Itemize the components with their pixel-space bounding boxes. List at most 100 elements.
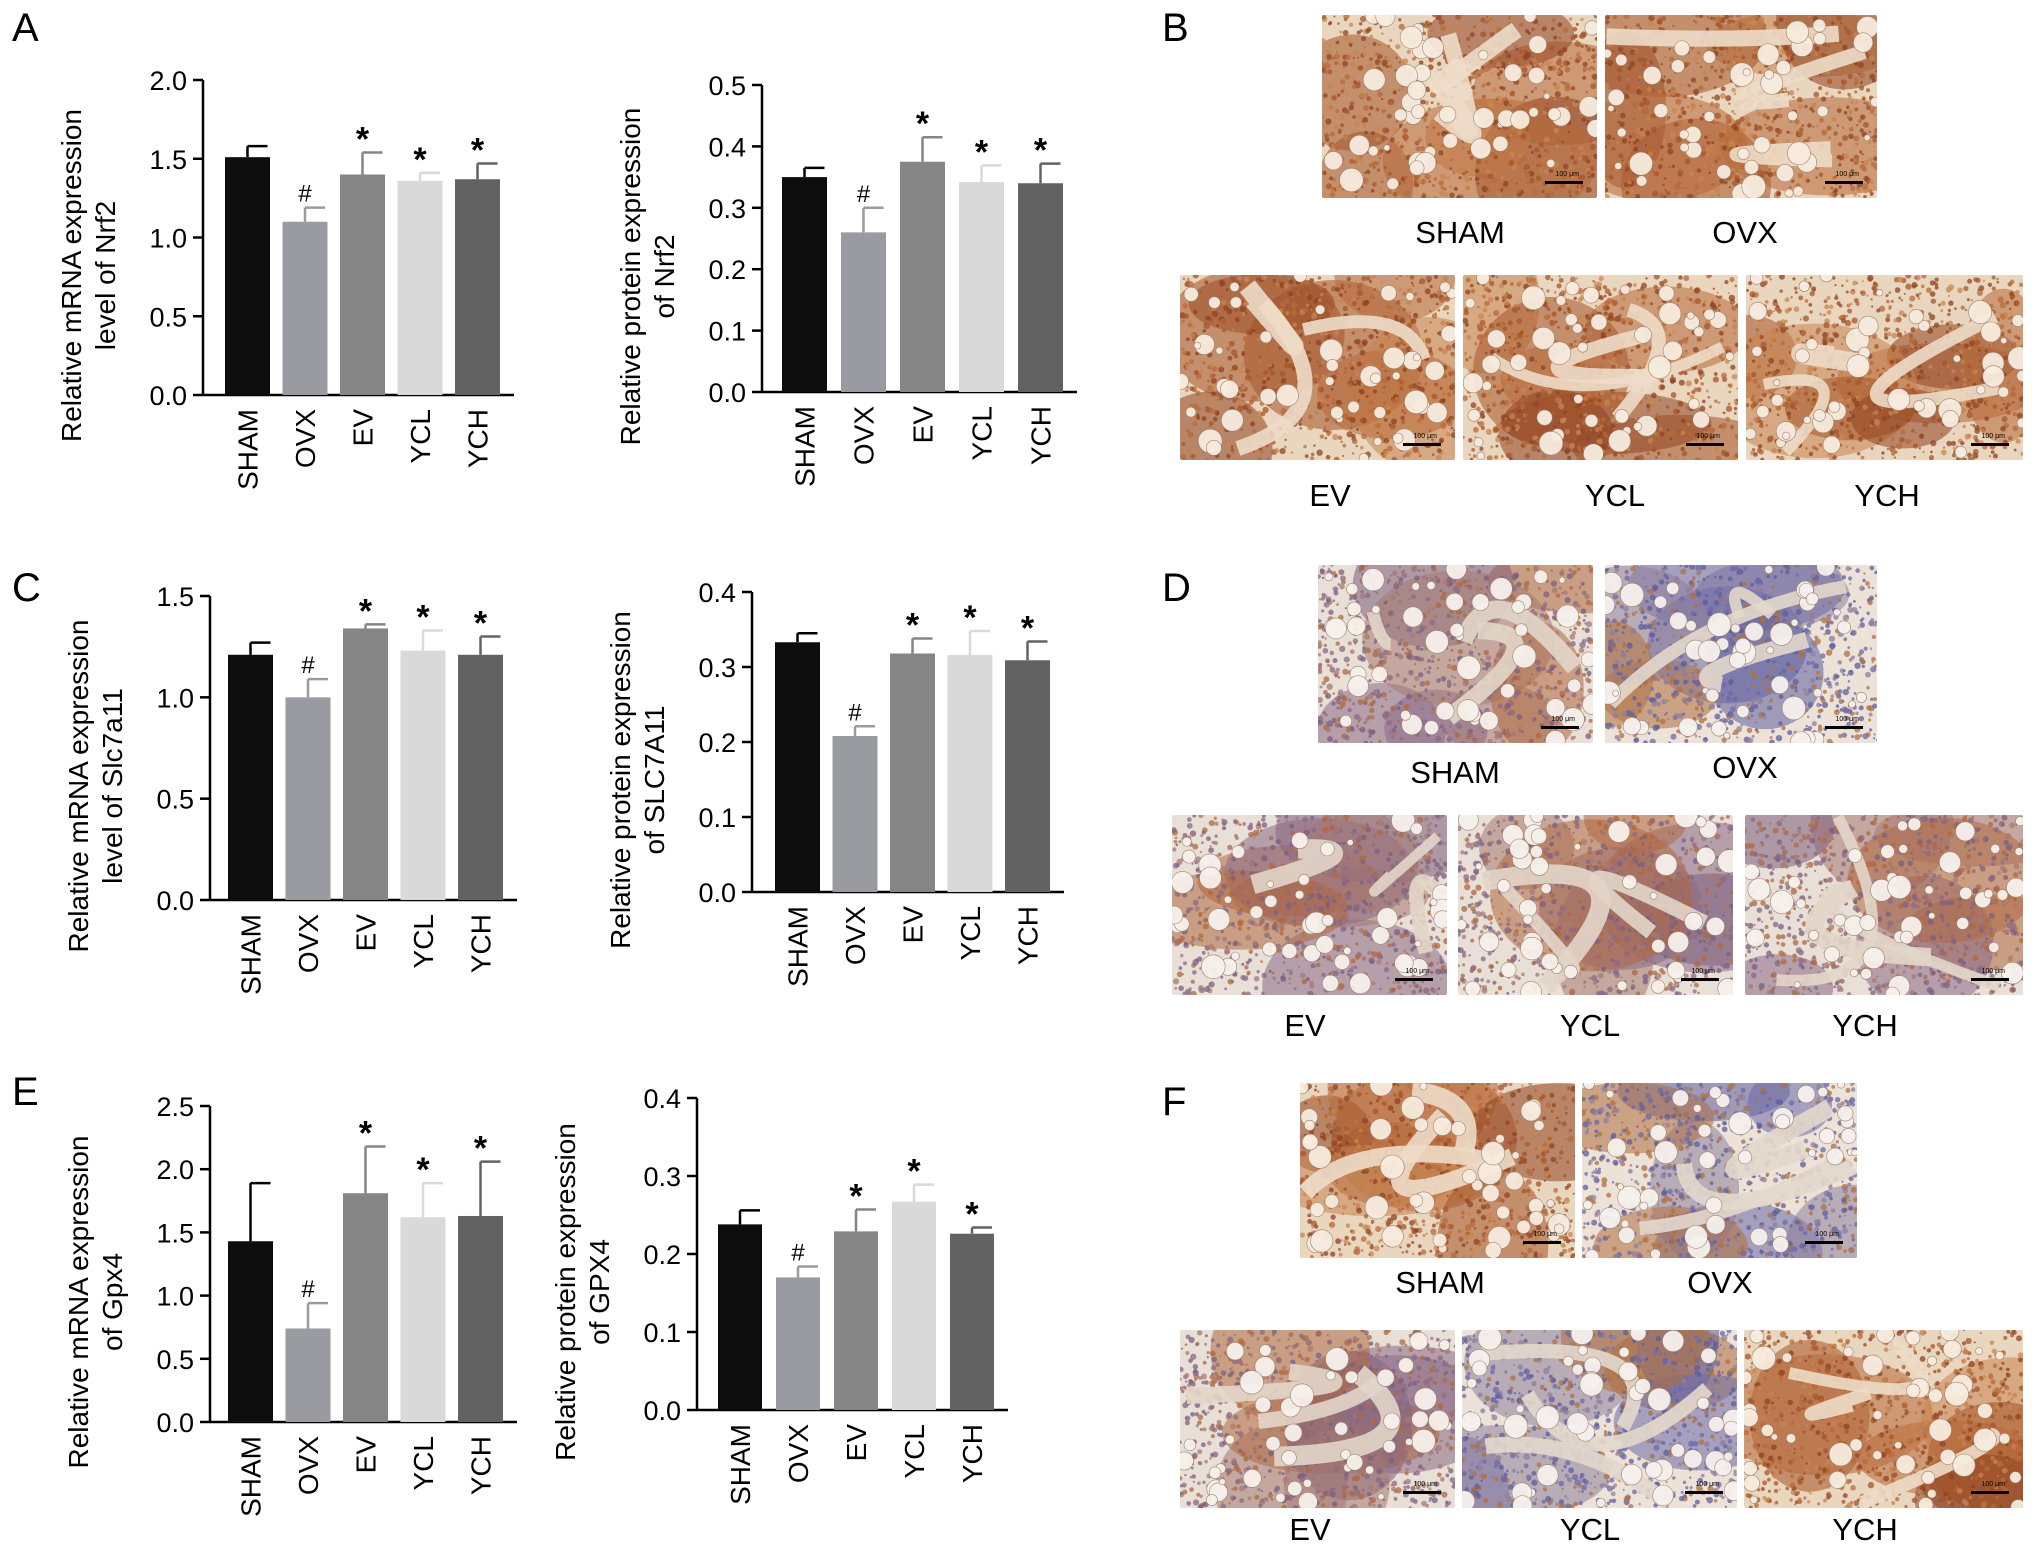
y-tick-label: 0.4 — [643, 1084, 681, 1114]
micrograph-b-ych: 100 μm — [1746, 275, 2023, 460]
y-tick-label: 0.0 — [698, 878, 736, 908]
scale-bar-label: 100 μm — [1835, 171, 1860, 178]
bar-sham — [228, 1241, 273, 1422]
y-tick-label: 0.5 — [156, 785, 194, 815]
significance-star: * — [965, 1195, 979, 1233]
scale-bar-label: 100 μm — [1981, 433, 2006, 440]
panel-label-e: E — [12, 1070, 39, 1114]
significance-star: * — [416, 598, 430, 636]
significance-star: * — [849, 1178, 863, 1216]
tissue-texture — [1745, 815, 2023, 995]
y-tick-label: 0.0 — [149, 381, 187, 411]
caption-d-sham: SHAM — [1410, 755, 1500, 790]
significance-star: * — [471, 131, 485, 169]
caption-f-ovx: OVX — [1687, 1265, 1753, 1300]
chart-a-protein-nrf2: 0.0 0.1 0.2 0.3 0.4 0.5 Relative protein expre… — [615, 71, 1077, 487]
significance-star: * — [963, 599, 977, 637]
significance-hash: # — [298, 181, 312, 208]
micrograph-f-ev: 100 μm — [1180, 1330, 1455, 1508]
significance-hash: # — [791, 1239, 805, 1266]
tissue-texture — [1582, 1083, 1857, 1258]
scale-bar — [1403, 443, 1441, 446]
x-tick-label-ycl: YCL — [967, 406, 998, 460]
y-tick-label: 1.0 — [156, 1282, 194, 1312]
x-tick-label-sham: SHAM — [725, 1424, 756, 1505]
micrograph-d-sham: 100 μm — [1318, 565, 1593, 743]
tissue-texture — [1605, 565, 1877, 743]
significance-star: * — [359, 592, 373, 630]
y-tick-label: 0.3 — [643, 1162, 681, 1192]
y-tick-label: 0.0 — [643, 1396, 681, 1426]
x-tick-label-ev: EV — [348, 409, 379, 447]
panel-label-a: A — [12, 6, 39, 50]
x-tick-label-ych: YCH — [463, 409, 494, 468]
scale-bar — [1685, 1491, 1723, 1494]
caption-b-ovx: OVX — [1712, 215, 1778, 250]
caption-d-ych: YCH — [1832, 1008, 1898, 1043]
scale-bar — [1681, 978, 1719, 981]
bar-ovx — [776, 1277, 820, 1410]
bar-ovx — [841, 232, 886, 392]
x-tick-label-ovx: OVX — [293, 1436, 324, 1495]
x-tick-label-ycl: YCL — [408, 914, 439, 968]
scale-bar-label: 100 μm — [1981, 1481, 2006, 1488]
bar-ev — [900, 161, 945, 392]
y-tick-label: 1.0 — [156, 683, 194, 713]
bar-ych — [1018, 183, 1063, 392]
y-tick-label: 0.5 — [708, 71, 746, 101]
x-tick-label-sham: SHAM — [790, 406, 821, 487]
y-tick-label: 1.5 — [149, 145, 187, 175]
tissue-texture — [1463, 275, 1738, 460]
y-axis-title: Relative mRNA expression — [63, 619, 94, 952]
scale-bar-label: 100 μm — [1413, 1481, 1438, 1488]
y-tick-label: 0.1 — [643, 1318, 681, 1348]
caption-b-ych: YCH — [1854, 478, 1920, 513]
x-tick-label-ych: YCH — [466, 914, 497, 973]
bar-ycl — [959, 182, 1004, 392]
chart-c-mrna-slc7a11: 0.0 0.5 1.0 1.5 Relative mRNA expression leve… — [63, 582, 517, 995]
significance-hash: # — [857, 181, 871, 208]
y-tick-label: 2.0 — [149, 66, 187, 96]
x-tick-label-ych: YCH — [466, 1436, 497, 1495]
x-tick-label-ycl: YCL — [955, 906, 986, 960]
bar-sham — [782, 177, 827, 392]
significance-hash: # — [848, 699, 862, 726]
micrograph-f-ych: 100 μm — [1744, 1330, 2023, 1508]
scale-bar-label: 100 μm — [1413, 433, 1438, 440]
y-axis-title: Relative mRNA expression — [56, 109, 87, 442]
y-tick-label: 0.3 — [708, 194, 746, 224]
scale-bar-label: 100 μm — [1555, 171, 1580, 178]
significance-star: * — [416, 1151, 430, 1189]
bar-ycl — [397, 180, 443, 395]
x-tick-label-ycl: YCL — [405, 409, 436, 463]
micrograph-b-ev: 100 μm — [1180, 275, 1455, 460]
significance-star: * — [413, 141, 427, 179]
y-tick-label: 0.0 — [708, 378, 746, 408]
chart-a-mrna-nrf2: 0.0 0.5 1.0 1.5 2.0 Relative mRNA expression l… — [56, 66, 514, 490]
bar-sham — [775, 642, 820, 892]
x-tick-label-ev: EV — [898, 906, 929, 944]
caption-b-ev: EV — [1309, 478, 1351, 513]
x-tick-label-ev: EV — [351, 1436, 382, 1474]
panel-label-b: B — [1162, 6, 1189, 50]
y-tick-label: 0.1 — [698, 803, 736, 833]
tissue-texture — [1318, 565, 1593, 743]
x-tick-label-ovx: OVX — [840, 906, 871, 965]
scale-bar-label: 100 μm — [1695, 1481, 1720, 1488]
significance-star: * — [907, 1153, 921, 1191]
bar-ych — [458, 654, 503, 900]
x-tick-label-ovx: OVX — [293, 914, 324, 973]
caption-f-ycl: YCL — [1559, 1512, 1621, 1547]
scale-bar-label: 100 μm — [1815, 1231, 1840, 1238]
scale-bar — [1971, 443, 2009, 446]
bar-ycl — [947, 655, 993, 892]
y-axis-title: level of Slc7a11 — [97, 688, 128, 884]
x-tick-label-sham: SHAM — [783, 906, 814, 987]
bar-sham — [225, 157, 270, 395]
caption-f-ev: EV — [1289, 1512, 1331, 1547]
panel-label-f: F — [1162, 1080, 1187, 1124]
caption-f-sham: SHAM — [1395, 1265, 1485, 1300]
micrograph-b-ovx: 100 μm — [1605, 15, 1877, 198]
tissue-texture — [1180, 275, 1455, 460]
y-axis-title: Relative protein expression — [605, 611, 636, 949]
